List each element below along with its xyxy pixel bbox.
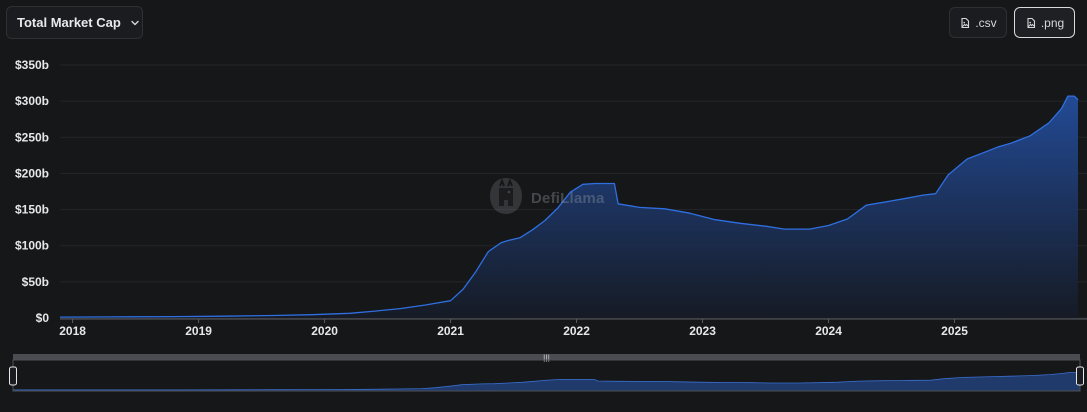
series-line	[59, 95, 1079, 318]
y-tick-label: $200b	[15, 166, 49, 180]
x-axis: 2018 2019 2020 2021 2022 2023 2024 2025	[59, 318, 1087, 338]
x-tick-label: 2022	[563, 324, 590, 338]
metric-select-button[interactable]: Total Market Cap	[6, 6, 143, 39]
range-slider[interactable]: |||	[9, 354, 1084, 392]
slider-left-handle[interactable]	[9, 366, 17, 386]
slider-right-handle[interactable]	[1076, 366, 1084, 386]
csv-label: .csv	[975, 15, 997, 30]
x-tick-label: 2019	[185, 324, 212, 338]
x-tick-label: 2018	[59, 324, 86, 338]
file-image-icon	[1025, 17, 1037, 29]
y-axis: $0 $50b $100b $150b $200b $250b $300b $350b	[15, 58, 49, 325]
y-tick-label: $0	[36, 311, 50, 325]
y-tick-label: $150b	[15, 203, 49, 217]
x-tick-label: 2024	[815, 324, 842, 338]
download-png-button[interactable]: .png	[1014, 7, 1075, 38]
png-label: .png	[1040, 15, 1065, 30]
chevron-down-icon	[129, 17, 141, 29]
y-tick-label: $250b	[15, 130, 49, 144]
slider-preview-area	[12, 372, 1081, 392]
y-tick-label: $50b	[22, 275, 49, 289]
file-image-icon	[959, 17, 971, 29]
y-tick-label: $100b	[15, 239, 49, 253]
slider-track[interactable]	[13, 354, 1080, 360]
area-fill	[60, 96, 1078, 318]
download-csv-button[interactable]: .csv	[949, 7, 1007, 38]
y-tick-label: $300b	[15, 94, 49, 108]
x-tick-label: 2020	[311, 324, 338, 338]
x-tick-label: 2025	[941, 324, 968, 338]
slider-grip[interactable]: |||	[543, 354, 550, 362]
x-tick-label: 2021	[437, 324, 464, 338]
metric-select-label: Total Market Cap	[17, 15, 121, 30]
y-tick-label: $350b	[15, 58, 49, 72]
area-series	[59, 95, 1079, 318]
x-tick-label: 2023	[689, 324, 716, 338]
